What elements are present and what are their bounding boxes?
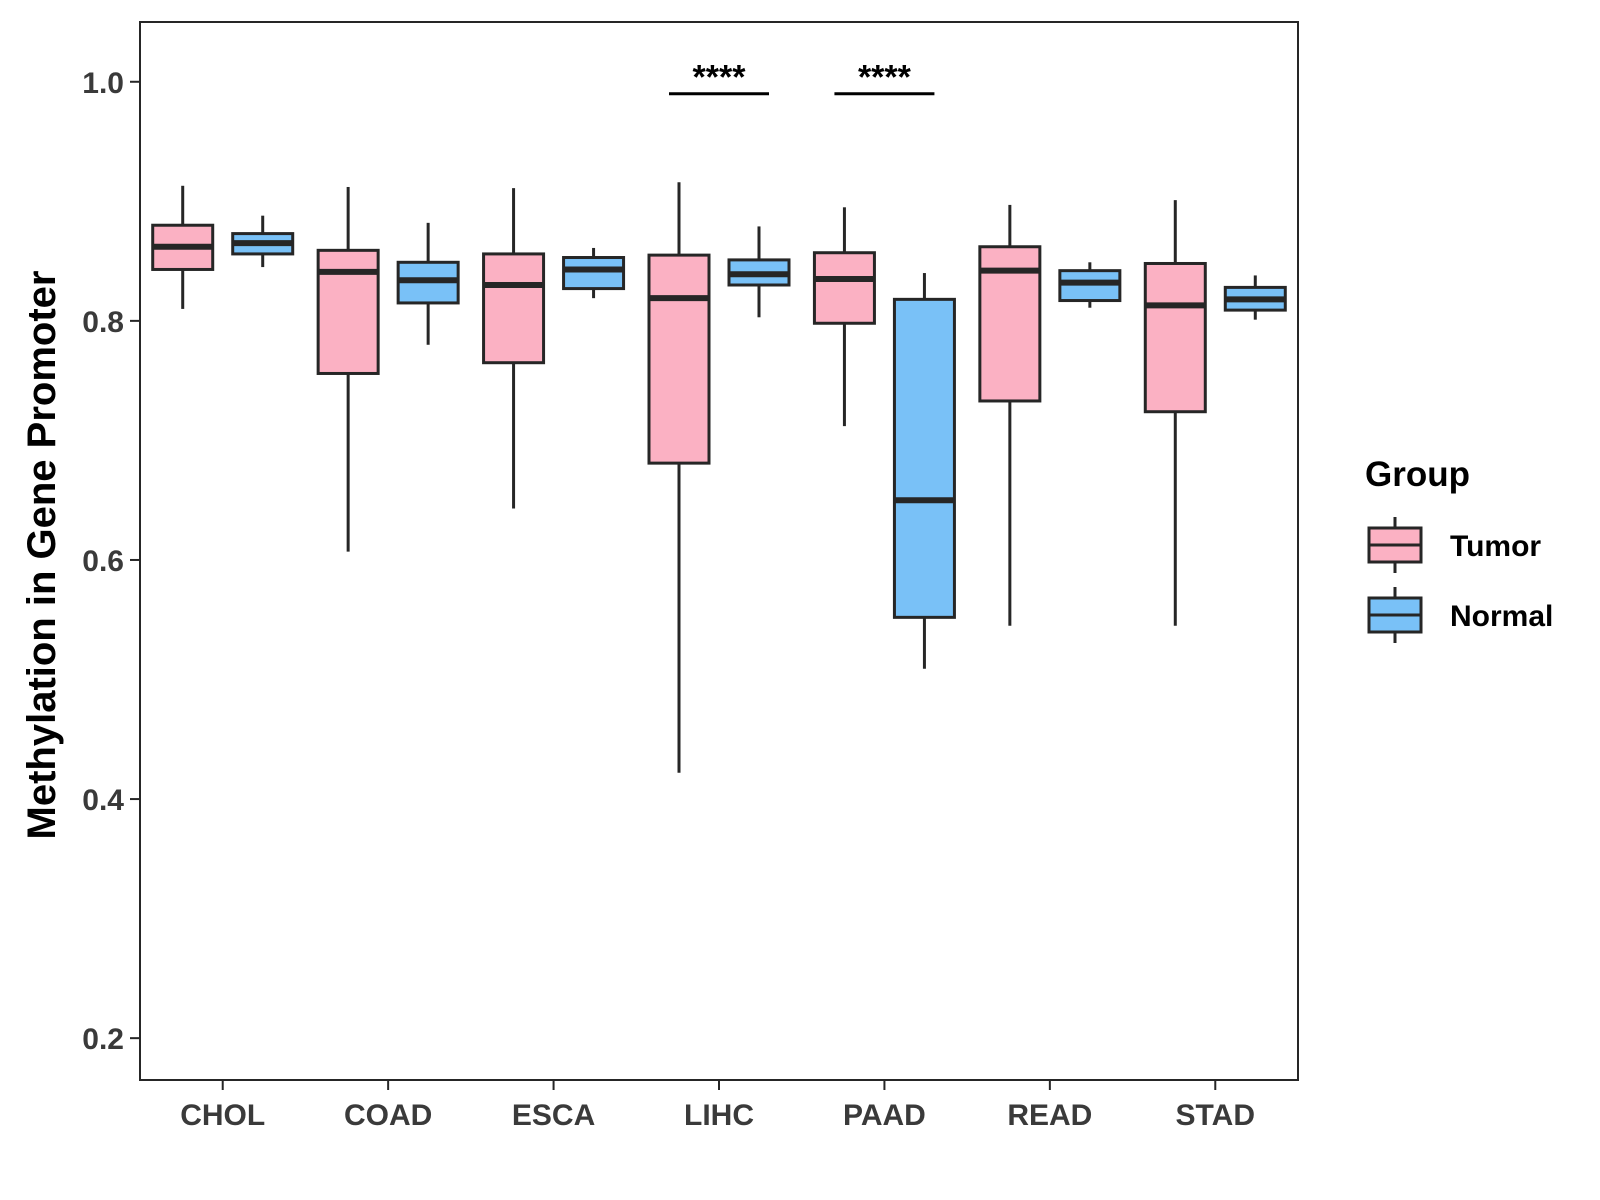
legend-item-label: Normal bbox=[1450, 600, 1553, 633]
y-tick-label: 0.2 bbox=[82, 1023, 124, 1056]
y-tick-label: 0.8 bbox=[82, 306, 124, 339]
x-tick-label: CHOL bbox=[180, 1099, 265, 1132]
box-body bbox=[812, 251, 876, 325]
legend-title: Group bbox=[1365, 455, 1470, 494]
box-body bbox=[892, 297, 956, 619]
box-normal-chol bbox=[231, 215, 295, 268]
significance-annotations: **** **** bbox=[669, 59, 935, 97]
box-normal-coad bbox=[396, 222, 460, 345]
x-tick-label: LIHC bbox=[684, 1099, 754, 1132]
y-tick-label: 0.4 bbox=[82, 784, 124, 817]
y-axis: 0.2 0.4 0.6 0.8 1.0 bbox=[82, 67, 140, 1056]
box-tumor-read bbox=[978, 204, 1042, 626]
box-normal-lihc bbox=[727, 226, 791, 318]
box-tumor-stad bbox=[1143, 200, 1207, 626]
legend-item-tumor: Tumor bbox=[1367, 517, 1541, 573]
legend: Group Tumor Normal bbox=[1365, 455, 1553, 643]
box-tumor-esca bbox=[482, 188, 546, 509]
box-normal-stad bbox=[1223, 275, 1287, 320]
box-normal-esca bbox=[562, 247, 626, 299]
x-tick-label: READ bbox=[1007, 1099, 1092, 1132]
box-body bbox=[316, 248, 380, 375]
box-body bbox=[647, 253, 711, 465]
box-tumor-lihc bbox=[647, 182, 711, 773]
box-tumor-chol bbox=[151, 185, 215, 309]
significance-label: **** bbox=[693, 59, 747, 97]
y-tick-label: 0.6 bbox=[82, 545, 124, 578]
box-tumor-coad bbox=[316, 186, 380, 552]
box-series bbox=[151, 182, 1287, 773]
box-normal-read bbox=[1058, 262, 1122, 308]
x-tick-label: STAD bbox=[1176, 1099, 1255, 1132]
significance-label: **** bbox=[858, 59, 912, 97]
y-tick-label: 1.0 bbox=[82, 67, 124, 100]
box-tumor-paad bbox=[812, 207, 876, 427]
legend-item-label: Tumor bbox=[1450, 530, 1541, 563]
box-normal-paad bbox=[892, 273, 956, 669]
x-tick-label: PAAD bbox=[843, 1099, 926, 1132]
y-axis-title: Methylation in Gene Promoter bbox=[20, 271, 64, 840]
x-tick-label: COAD bbox=[344, 1099, 432, 1132]
box-body bbox=[562, 256, 626, 291]
x-axis: CHOL COAD ESCA LIHC PAAD READ STAD bbox=[180, 1080, 1255, 1132]
x-tick-label: ESCA bbox=[512, 1099, 595, 1132]
box-body bbox=[482, 252, 546, 365]
box-body bbox=[1143, 261, 1207, 414]
legend-item-normal: Normal bbox=[1367, 587, 1553, 643]
